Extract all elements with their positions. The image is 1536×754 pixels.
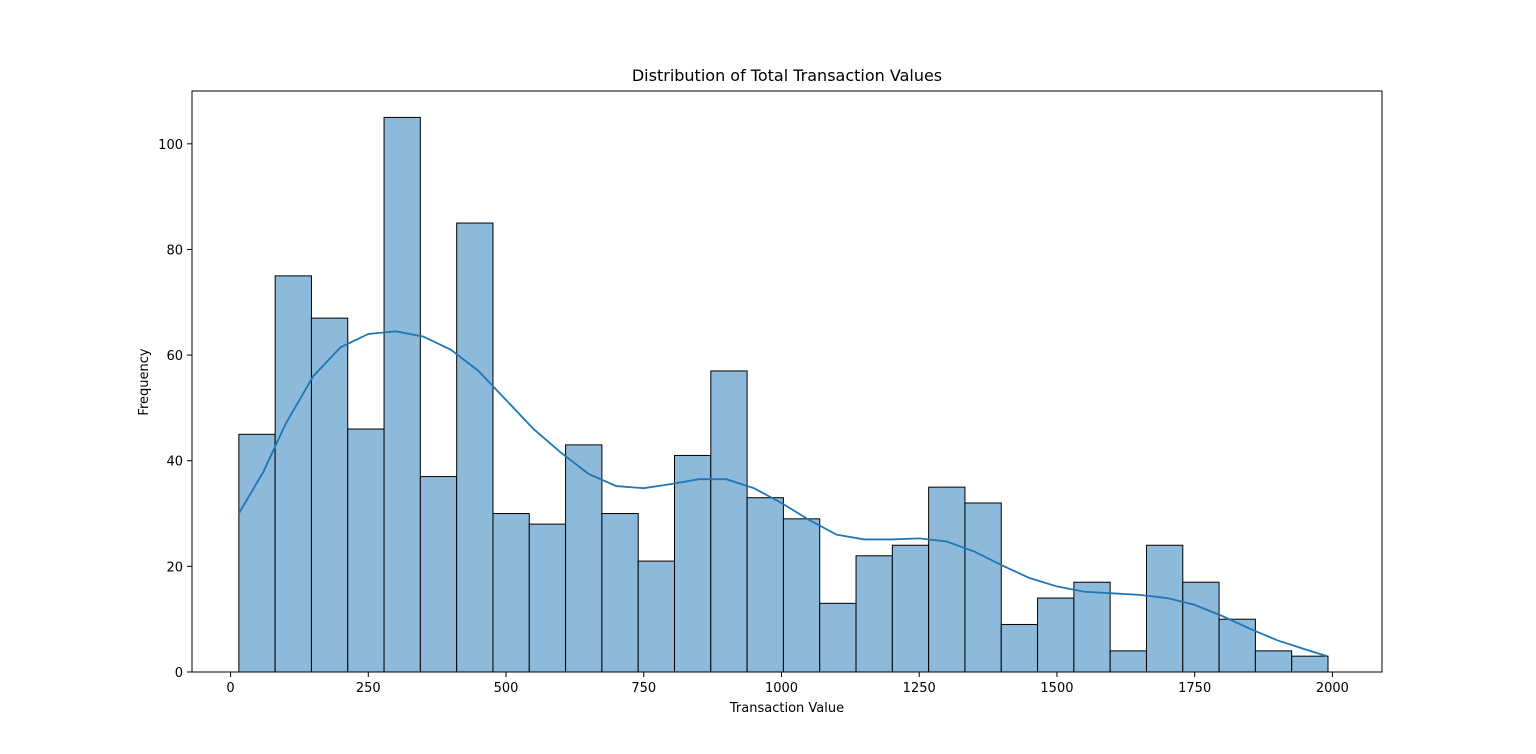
histogram-bar [347,428,385,673]
x-tick-label: 1250 [903,681,936,696]
y-tick-label: 0 [175,666,183,681]
x-tick-label: 500 [494,681,519,696]
chart-title: Distribution of Total Transaction Values [632,66,942,85]
histogram-bar [528,523,567,673]
histogram-bar [928,486,966,673]
x-tick-label: 0 [226,681,234,696]
histogram-bars [238,116,1329,673]
histogram-bar [1254,650,1293,673]
x-tick-label: 1750 [1178,681,1211,696]
histogram-bar [456,222,494,673]
histogram-bar [964,502,1002,673]
histogram-bar [746,497,784,673]
x-tick-label: 1500 [1040,681,1073,696]
x-tick-label: 250 [356,681,381,696]
histogram-bar [1145,544,1184,673]
x-axis-label: Transaction Value [729,701,844,716]
histogram-bar [710,370,748,673]
histogram-bar [238,433,276,673]
histogram-bar [1037,597,1075,673]
histogram-bar [891,544,930,673]
histogram-bar [1109,650,1147,673]
histogram-bar [1291,655,1329,673]
histogram-bar [782,518,821,673]
histogram-bar [1073,581,1111,673]
histogram-bar [1182,581,1220,673]
y-tick-label: 80 [166,243,183,258]
histogram-bar [1000,623,1039,673]
x-tick-label: 1000 [765,681,798,696]
histogram-bar [637,560,676,673]
x-axis-ticks: 0 250 500 750 1000 1250 1500 1750 2000 [226,672,1349,696]
histogram-bar [274,275,312,673]
histogram-bar [601,513,639,673]
y-axis-label: Frequency [137,348,152,415]
y-tick-label: 100 [158,138,183,153]
x-tick-label: 2000 [1316,681,1349,696]
histogram-bar [310,317,349,673]
y-axis-ticks: 0 20 40 60 80 100 [158,138,192,681]
kde-line [238,330,1328,658]
histogram-bar [674,454,712,673]
histogram-bar [565,444,603,673]
histogram-bar [383,116,421,673]
y-tick-label: 40 [166,455,183,470]
histogram-bar [419,476,458,673]
x-tick-label: 750 [631,681,656,696]
y-tick-label: 60 [166,349,183,364]
y-tick-label: 20 [166,560,183,575]
histogram-bar [819,602,857,673]
histogram-bar [855,555,893,673]
histogram-bar [1218,618,1256,673]
plot-frame [191,90,1383,673]
histogram-bar [492,513,530,673]
